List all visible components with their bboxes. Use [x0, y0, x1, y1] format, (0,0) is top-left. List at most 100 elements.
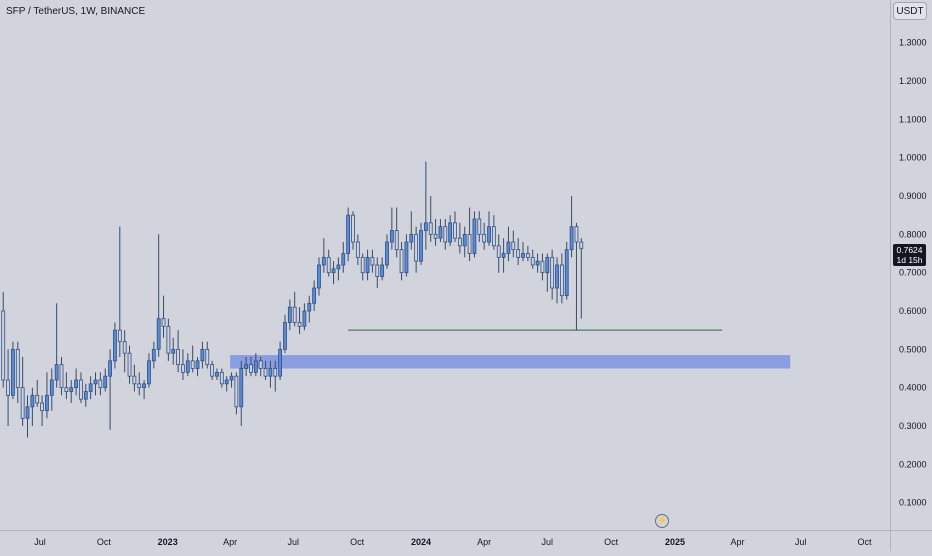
candle-body [253, 360, 258, 373]
candle [453, 211, 457, 243]
candle-body [438, 226, 443, 239]
candle [346, 207, 351, 262]
candle [501, 238, 506, 273]
price-tick-label: 1.1000 [899, 114, 927, 124]
candle [312, 280, 317, 312]
candle-body [40, 402, 44, 412]
candle [263, 360, 268, 381]
candle [462, 226, 467, 258]
candle [433, 219, 438, 246]
candle-body [283, 322, 287, 350]
candle [151, 341, 156, 369]
candlestick-plot[interactable] [0, 0, 890, 530]
candle-body [103, 375, 108, 389]
currency-button[interactable]: USDT [893, 2, 927, 20]
candle-body [93, 379, 98, 385]
candle-body [278, 348, 283, 377]
candle-body [574, 226, 579, 243]
time-axis[interactable]: Jul Oct 2023 Apr Jul Oct 2024 Apr Jul Oct 2025 Apr J… [0, 530, 890, 551]
candle [54, 303, 59, 388]
candle-body [380, 264, 385, 277]
candle [156, 234, 161, 358]
candle-body [30, 394, 35, 408]
candle [448, 215, 453, 246]
candle [103, 368, 108, 392]
candle [83, 383, 88, 407]
candle-body [263, 368, 268, 377]
candle [258, 357, 263, 377]
candle-body [579, 241, 584, 250]
time-tick-label: Jul [34, 537, 46, 547]
candle-body [127, 352, 132, 377]
candle [79, 372, 83, 404]
last-price-badge: 0.7624 1d 15h [893, 244, 926, 266]
candle [491, 215, 496, 250]
candle [355, 234, 360, 266]
candle-body [317, 264, 321, 289]
candle [181, 349, 185, 381]
candle [185, 353, 190, 377]
candle [457, 222, 462, 254]
candle-body [555, 264, 559, 289]
candle-body [69, 387, 74, 392]
candle-body [545, 256, 550, 274]
price-tick-label: 1.3000 [899, 38, 927, 48]
candle-body [423, 222, 428, 231]
price-tick-label: 0.9000 [899, 191, 927, 201]
candle [253, 353, 258, 377]
candle [239, 360, 244, 426]
candle-body [307, 302, 312, 312]
candle-body [443, 226, 448, 243]
candle [161, 295, 166, 338]
price-tick-label: 0.1000 [899, 498, 927, 508]
candle [190, 345, 195, 373]
chart-area[interactable] [0, 0, 890, 530]
candle-body [210, 364, 215, 377]
price-tick-label: 0.6000 [899, 306, 927, 316]
candle [380, 257, 385, 281]
candle [404, 234, 409, 277]
candle-body [351, 214, 355, 243]
price-tick-label: 0.8000 [899, 229, 927, 239]
time-tick-label: Jul [288, 537, 300, 547]
price-tick-label: 0.3000 [899, 421, 927, 431]
candle [287, 299, 292, 331]
candle-body [166, 325, 171, 354]
candle [297, 307, 302, 335]
candle-body [1, 310, 6, 381]
time-tick-label: Jul [542, 537, 554, 547]
candle-body [25, 406, 30, 419]
time-tick-label: Oct [97, 537, 112, 547]
time-axis-labels: Jul Oct 2023 Apr Jul Oct 2024 Apr Jul Oct 2025 Apr J… [34, 537, 872, 547]
candle [122, 330, 127, 373]
candle-body [496, 245, 501, 258]
candle [45, 372, 49, 419]
candle [117, 226, 122, 358]
axis-corner [890, 530, 932, 551]
candle [224, 376, 229, 392]
candle-body [161, 318, 166, 327]
candle [559, 253, 564, 304]
candle-body [64, 387, 69, 392]
candle-body [491, 226, 496, 247]
candle [205, 341, 210, 369]
candle [555, 257, 559, 304]
time-tick-label: 2024 [411, 537, 431, 547]
candle-body [385, 241, 389, 266]
candle-body [516, 249, 521, 258]
candle-body [181, 364, 185, 373]
time-tick-label: Apr [730, 537, 744, 547]
candle-body [297, 322, 302, 327]
candle [219, 368, 224, 388]
candle-body [244, 364, 249, 369]
candle-body [258, 360, 263, 369]
candle [579, 238, 584, 319]
candle-body [535, 260, 540, 266]
lightning-icon[interactable]: ⚡ [655, 514, 669, 528]
candle-body [336, 264, 341, 270]
candle-body [219, 371, 224, 385]
symbol-title[interactable]: SFP / TetherUS, 1W, BINANCE [6, 6, 146, 17]
candle [423, 161, 428, 250]
candle [64, 372, 69, 400]
candle-body [375, 264, 380, 277]
